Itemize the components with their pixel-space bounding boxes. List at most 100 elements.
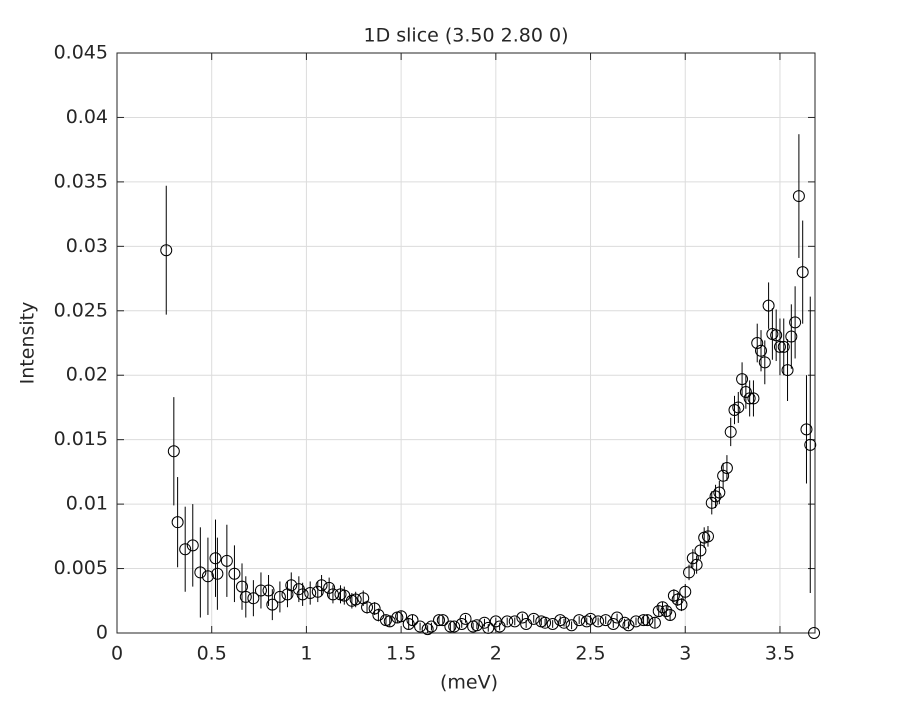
data-point (323, 581, 336, 594)
data-point (796, 266, 809, 279)
x-tick-label: 3.5 (765, 643, 795, 665)
data-point (630, 615, 643, 628)
data-point (694, 544, 707, 557)
chart-title: 1D slice (3.50 2.80 0) (364, 25, 569, 47)
data-point (667, 589, 680, 602)
data-point (436, 614, 449, 627)
data-point (236, 580, 249, 593)
x-tick-label: 1 (300, 643, 312, 665)
data-point (228, 567, 241, 580)
data-point (209, 552, 222, 565)
data-point (751, 337, 764, 349)
data-point (395, 610, 408, 623)
data-point (383, 615, 396, 628)
data-point (546, 617, 559, 630)
data-point (622, 619, 635, 632)
data-point (641, 614, 654, 627)
data-point (739, 385, 752, 398)
data-point (762, 299, 775, 312)
data-point (660, 605, 673, 618)
x-tick-label: 2.5 (575, 643, 605, 665)
data-point (482, 621, 495, 634)
data-point (789, 316, 802, 329)
data-point (247, 592, 260, 605)
data-point (599, 614, 612, 627)
data-point (361, 601, 374, 614)
data-point (167, 445, 180, 458)
data-point (262, 584, 275, 597)
data-point (433, 614, 446, 627)
data-point (368, 602, 381, 615)
x-axis-label: (meV) (440, 672, 498, 694)
y-tick-label: 0.035 (54, 170, 108, 192)
y-tick-label: 0.02 (66, 364, 108, 386)
data-point (402, 617, 415, 630)
data-point (675, 598, 688, 611)
data-point (690, 558, 703, 571)
data-point (648, 616, 661, 629)
data-point (717, 469, 730, 482)
y-axis-label: Intensity (17, 302, 39, 385)
x-tick-label: 2 (490, 643, 502, 665)
data-point (728, 404, 741, 417)
data-point (758, 356, 771, 369)
x-tick-label: 1.5 (386, 643, 416, 665)
data-point (186, 539, 199, 552)
data-point (201, 570, 214, 583)
data-point (254, 584, 267, 597)
data-point (584, 612, 597, 625)
data-point (618, 616, 631, 629)
x-tick-label: 0.5 (197, 643, 227, 665)
data-point (554, 614, 567, 627)
data-point (558, 616, 571, 629)
data-point (349, 593, 362, 606)
data-point (171, 516, 184, 529)
data-point (501, 615, 514, 628)
data-point (273, 590, 286, 603)
data-point (804, 438, 817, 451)
data-point (239, 590, 252, 603)
x-tick-label: 0 (111, 643, 123, 665)
data-point (607, 617, 620, 630)
data-point (425, 620, 438, 633)
data-point (770, 329, 783, 342)
data-point (679, 585, 692, 598)
data-point (652, 605, 665, 618)
data-point (736, 373, 749, 386)
data-point (664, 608, 677, 621)
y-tick-label: 0.01 (66, 493, 108, 515)
data-point (304, 587, 317, 600)
data-point (701, 530, 714, 543)
data-point (448, 620, 461, 633)
data-point (720, 462, 733, 475)
data-point (808, 627, 821, 639)
data-point (800, 423, 813, 436)
y-tick-label: 0.045 (54, 42, 108, 64)
data-point (285, 579, 298, 592)
data-point (773, 340, 786, 353)
plot-frame (116, 52, 816, 634)
data-point (179, 543, 192, 556)
data-point (724, 425, 737, 438)
data-point (266, 598, 279, 611)
data-point (539, 616, 552, 629)
data-point (637, 614, 650, 627)
data-point (459, 612, 472, 625)
y-tick-label: 0.04 (66, 106, 108, 128)
data-point (508, 615, 521, 628)
data-point (311, 585, 324, 598)
x-tick-label: 3 (679, 643, 691, 665)
data-point (444, 620, 457, 633)
data-point (211, 567, 224, 580)
data-point (755, 344, 768, 357)
data-point (732, 401, 745, 414)
data-point (705, 496, 718, 509)
y-tick-label: 0 (96, 622, 108, 644)
y-tick-label: 0.015 (54, 428, 108, 450)
data-point (326, 588, 339, 601)
data-point (656, 601, 669, 614)
data-point (686, 552, 699, 565)
data-point (785, 330, 798, 343)
data-point (160, 244, 173, 257)
